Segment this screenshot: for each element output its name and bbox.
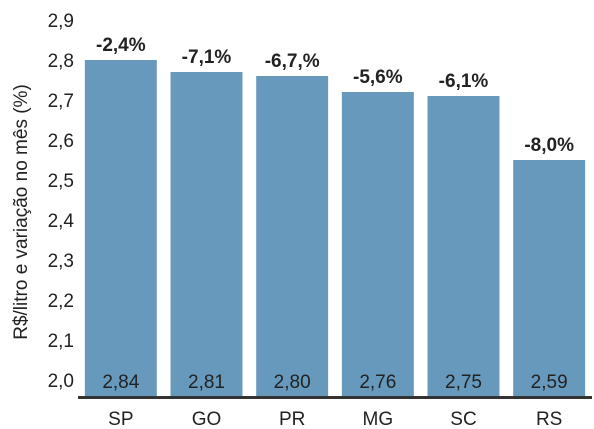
bar <box>84 60 157 396</box>
x-tick-label: PR <box>279 409 305 429</box>
y-tick-label: 2,3 <box>48 251 74 272</box>
y-tick-label: 2,7 <box>48 91 74 112</box>
annotation: -6,7,% <box>265 51 320 72</box>
y-tick-label: 2,9 <box>48 11 74 32</box>
x-tick-label: GO <box>192 409 222 429</box>
y-tick-label: 2,4 <box>48 211 75 232</box>
x-tick-label: MG <box>363 409 394 429</box>
bar <box>427 96 500 396</box>
value-label: 2,76 <box>359 372 396 393</box>
bar <box>341 92 414 396</box>
x-tick-label: SC <box>450 409 476 429</box>
y-axis-label: R$/litro e variação no mês (%) <box>11 84 32 340</box>
bar <box>170 72 243 396</box>
bar <box>513 160 586 396</box>
value-label: 2,75 <box>445 372 482 393</box>
annotation: -7,1% <box>182 47 232 68</box>
x-tick-label: RS <box>536 409 562 429</box>
value-label: 2,59 <box>531 372 568 393</box>
y-tick-label: 2,6 <box>48 131 74 152</box>
annotation: -2,4% <box>96 35 146 56</box>
value-label: 2,80 <box>274 372 311 393</box>
y-tick-label: 2,8 <box>48 51 74 72</box>
annotation: -6,1% <box>439 71 489 92</box>
bar <box>256 76 329 396</box>
y-tick-label: 2,0 <box>48 371 74 392</box>
y-tick-label: 2,5 <box>48 171 74 192</box>
annotation: -5,6% <box>353 67 403 88</box>
value-label: 2,81 <box>188 372 225 393</box>
y-tick-label: 2,1 <box>48 331 74 352</box>
value-label: 2,84 <box>102 372 139 393</box>
x-tick-label: SP <box>108 409 133 429</box>
annotation: -8,0% <box>524 135 574 156</box>
y-tick-label: 2,2 <box>48 291 74 312</box>
